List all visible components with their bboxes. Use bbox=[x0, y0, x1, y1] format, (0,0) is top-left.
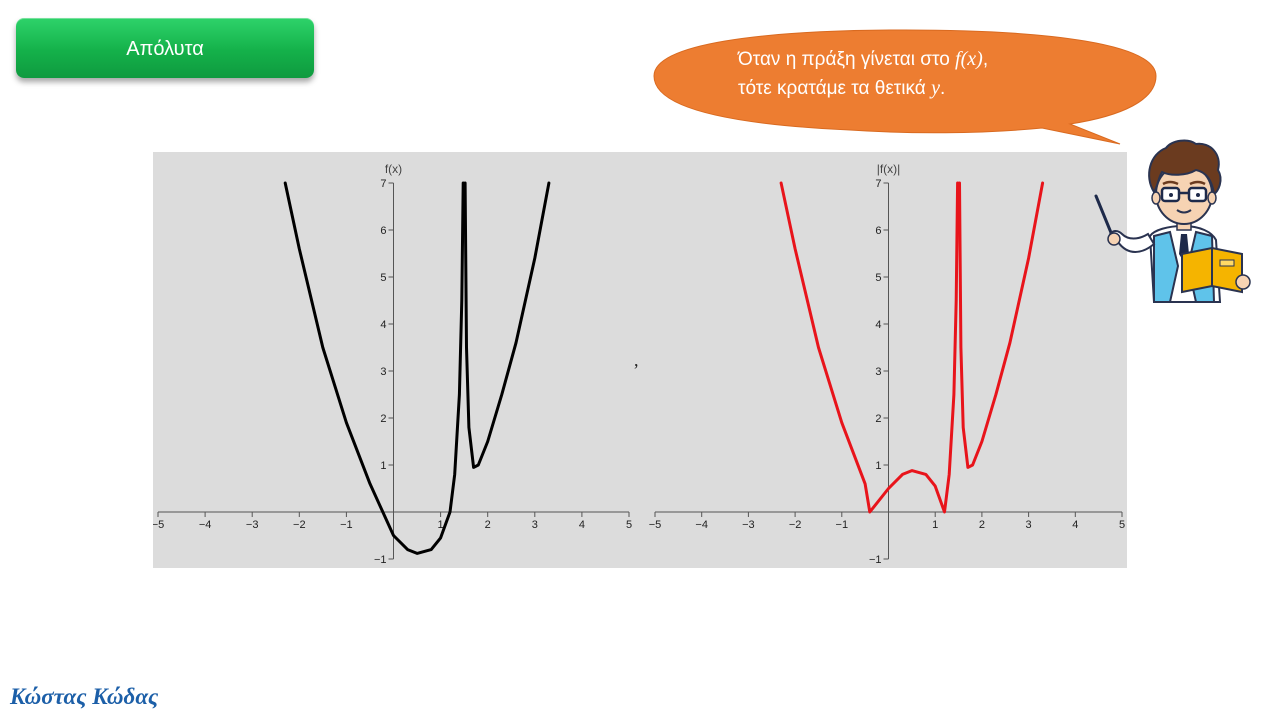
y-tick-label: 7 bbox=[875, 178, 881, 190]
y-tick-label: −1 bbox=[869, 554, 882, 566]
speech-bubble-shape bbox=[653, 29, 1157, 145]
y-tick-label: 1 bbox=[380, 460, 386, 472]
y-axis-title-2: |f(x)| bbox=[877, 162, 901, 176]
teacher-with-book-and-pointer-icon bbox=[1094, 139, 1251, 303]
curve-1-branch-2 bbox=[463, 181, 551, 469]
y-tick-label: 5 bbox=[380, 272, 386, 284]
x-tick-label: 5 bbox=[1119, 519, 1125, 531]
y-tick-label: 1 bbox=[875, 460, 881, 472]
speech-line-1-text: Όταν η πράξη γίνεται στο bbox=[738, 49, 956, 70]
x-tick-label: −4 bbox=[199, 519, 212, 531]
curve-2-branch-1 bbox=[779, 181, 960, 514]
y-tick-label: 3 bbox=[380, 366, 386, 378]
speech-line-2: τότε κρατάμε τα θετικά y. bbox=[738, 74, 1138, 103]
x-tick-label: −2 bbox=[293, 519, 306, 531]
speech-line-2-text: τότε κρατάμε τα θετικά bbox=[738, 78, 932, 99]
x-tick-label: −3 bbox=[742, 519, 755, 531]
y-tick-label: 6 bbox=[380, 225, 386, 237]
x-tick-label: −5 bbox=[153, 519, 164, 531]
separator-comma: , bbox=[634, 350, 639, 370]
y-tick-label: 2 bbox=[380, 413, 386, 425]
speech-line-2-math: y bbox=[931, 77, 940, 99]
y-tick-label: 7 bbox=[380, 178, 386, 190]
x-tick-label: 3 bbox=[1026, 519, 1032, 531]
x-tick-label: 4 bbox=[579, 519, 585, 531]
speech-line-1-end: , bbox=[982, 49, 989, 70]
y-tick-label: −1 bbox=[374, 554, 387, 566]
y-tick-label: 5 bbox=[875, 272, 881, 284]
speech-bubble-text: Όταν η πράξη γίνεται στο f(x), τότε κρατ… bbox=[738, 45, 1138, 103]
x-tick-label: −4 bbox=[695, 519, 708, 531]
x-tick-label: −1 bbox=[836, 519, 849, 531]
x-tick-label: 2 bbox=[485, 519, 491, 531]
speech-line-2-end: . bbox=[939, 78, 946, 99]
y-tick-label: 3 bbox=[875, 366, 881, 378]
x-tick-label: −1 bbox=[340, 519, 353, 531]
x-tick-label: 5 bbox=[626, 519, 632, 531]
author-signature: Κώστας Κώδας bbox=[10, 684, 159, 709]
speech-bubble bbox=[653, 29, 1157, 145]
x-tick-label: 3 bbox=[532, 519, 538, 531]
title-button[interactable]: Απόλυτα bbox=[16, 18, 314, 78]
function-plots: −5 −4 −3 −2 −1 1 2 3 4 5 −1 1 2 3 4 5 6 7 f(x) −5 −4 −3 −2 −1 1 2… bbox=[153, 162, 1125, 566]
plot-panel: −5 −4 −3 −2 −1 1 2 3 4 5 −1 1 2 3 4 5 6 7 f(x) −5 −4 −3 −2 −1 1 2… bbox=[153, 152, 1127, 568]
x-tick-label: −2 bbox=[789, 519, 802, 531]
y-axis-title-1: f(x) bbox=[385, 162, 402, 176]
y-tick-label: 2 bbox=[875, 413, 881, 425]
x-tick-label: −5 bbox=[649, 519, 662, 531]
curve-2-branch-2 bbox=[958, 181, 1045, 469]
y-tick-label: 4 bbox=[875, 319, 881, 331]
speech-line-1-math: f(x) bbox=[955, 48, 983, 70]
x-tick-label: 1 bbox=[438, 519, 444, 531]
x-tick-label: 1 bbox=[932, 519, 938, 531]
speech-line-1: Όταν η πράξη γίνεται στο f(x), bbox=[738, 45, 1138, 74]
y-tick-label: 4 bbox=[380, 319, 386, 331]
x-tick-label: −3 bbox=[246, 519, 259, 531]
curve-1-branch-1 bbox=[283, 181, 465, 555]
x-tick-label: 4 bbox=[1072, 519, 1078, 531]
y-tick-label: 6 bbox=[875, 225, 881, 237]
x-tick-label: 2 bbox=[979, 519, 985, 531]
